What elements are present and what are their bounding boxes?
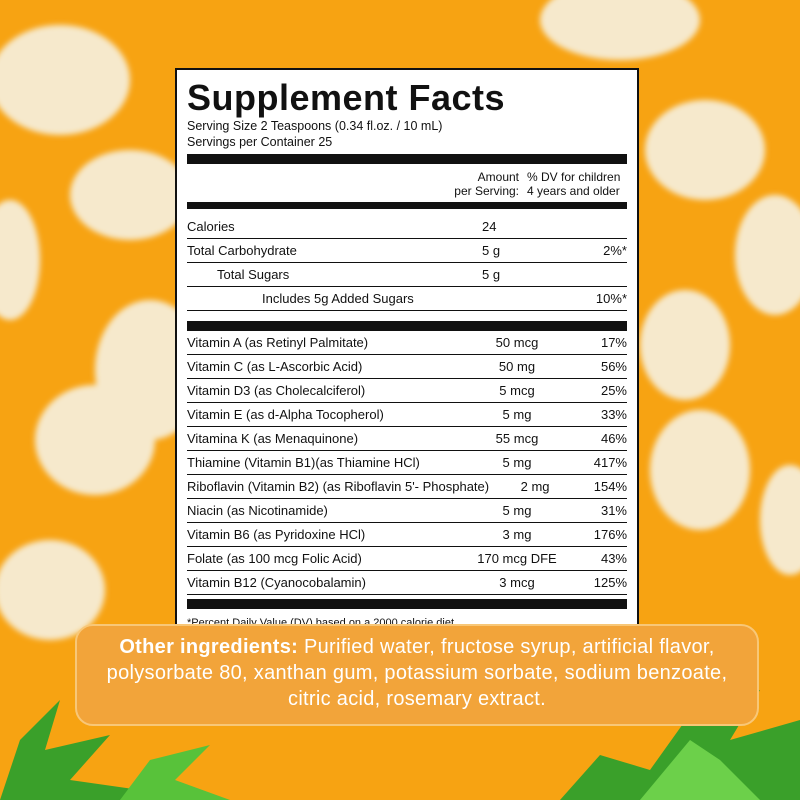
- nutrient-dv: 10%*: [595, 291, 627, 306]
- supplement-facts-panel: Supplement Facts Serving Size 2 Teaspoon…: [175, 68, 639, 629]
- thick-rule: [187, 321, 627, 331]
- nutrient-dv: 125%: [593, 575, 627, 590]
- ingredients-text: Purified water, fructose syrup, artifici…: [106, 636, 728, 710]
- nutrient-row: Niacin (as Nicotinamide) 5 mg 31%: [187, 499, 627, 523]
- nutrient-name: Vitamina K (as Menaquinone): [187, 431, 359, 446]
- nutrient-amount: 24: [482, 219, 497, 234]
- amount-header: Amount per Serving:: [449, 170, 519, 198]
- ingredients-label: Other ingredients:: [119, 636, 299, 658]
- nutrient-name: Thiamine (Vitamin B1)(as Thiamine HCl): [187, 455, 420, 470]
- nutrient-amount: 5 g: [482, 267, 501, 282]
- nutrient-amount: 5 mg: [502, 503, 532, 518]
- nutrient-amount: 50 mcg: [495, 335, 539, 350]
- nutrient-row: Includes 5g Added Sugars 10%*: [187, 287, 627, 311]
- nutrient-amount: 55 mcg: [495, 431, 539, 446]
- nutrient-name: Folate (as 100 mcg Folic Acid): [187, 551, 362, 566]
- nutrient-row: Vitamin B12 (Cyanocobalamin) 3 mcg 125%: [187, 571, 627, 595]
- thick-rule: [187, 599, 627, 609]
- nutrient-row: Total Sugars 5 g: [187, 263, 627, 287]
- nutrient-name: Total Sugars: [217, 267, 290, 282]
- nutrient-name: Riboflavin (Vitamin B2) (as Riboflavin 5…: [187, 479, 490, 494]
- nutrient-name: Vitamin A (as Retinyl Palmitate): [187, 335, 369, 350]
- nutrient-row: Thiamine (Vitamin B1)(as Thiamine HCl) 5 …: [187, 451, 627, 475]
- nutrient-row: Vitamin A (as Retinyl Palmitate) 50 mcg 17…: [187, 331, 627, 355]
- header-line: % DV for children: [527, 170, 621, 184]
- column-header: Amount per Serving: % DV for children 4 …: [187, 164, 627, 202]
- nutrient-amount: 5 mg: [502, 407, 532, 422]
- nutrient-name: Total Carbohydrate: [187, 243, 297, 258]
- nutrient-dv: 417%: [593, 455, 627, 470]
- nutrient-name: Vitamin B6 (as Pyridoxine HCl): [187, 527, 366, 542]
- main-rows: Calories 24 Total Carbohydrate 5 g 2%* Total …: [187, 215, 627, 311]
- header-line: 4 years and older: [527, 184, 620, 198]
- nutrient-dv: 43%: [600, 551, 627, 566]
- nutrient-dv: 56%: [600, 359, 627, 374]
- nutrient-name: Vitamin E (as d-Alpha Tocopherol): [187, 407, 384, 422]
- nutrient-row: Vitamin B6 (as Pyridoxine HCl) 3 mg 176%: [187, 523, 627, 547]
- nutrient-amount: 3 mcg: [499, 575, 535, 590]
- servings: Servings per Container 25: [187, 135, 333, 149]
- nutrient-row: Vitamin D3 (as Cholecalciferol) 5 mcg 25%: [187, 379, 627, 403]
- nutrient-row: Riboflavin (Vitamin B2) (as Riboflavin 5…: [187, 475, 627, 499]
- nutrient-amount: 5 g: [482, 243, 501, 258]
- header-line: per Serving:: [454, 184, 519, 198]
- nutrient-row: Vitamin E (as d-Alpha Tocopherol) 5 mg 33%: [187, 403, 627, 427]
- header-line: Amount: [477, 170, 519, 184]
- serving-size: Serving Size 2 Teaspoons (0.34 fl.oz. / …: [187, 119, 443, 133]
- nutrient-dv: 2%*: [603, 243, 627, 258]
- nutrient-row: Folate (as 100 mcg Folic Acid) 170 mcg DF…: [187, 547, 627, 571]
- nutrient-dv: 31%: [600, 503, 627, 518]
- nutrient-dv: 33%: [600, 407, 627, 422]
- nutrient-amount: 5 mg: [502, 455, 532, 470]
- nutrient-row: Total Carbohydrate 5 g 2%*: [187, 239, 627, 263]
- nutrient-name: Niacin (as Nicotinamide): [187, 503, 328, 518]
- nutrient-dv: 17%: [600, 335, 627, 350]
- panel-title: Supplement Facts: [187, 77, 506, 118]
- nutrient-amount: 5 mcg: [499, 383, 535, 398]
- ingredients-box: Other ingredients: Purified water, fruct…: [75, 624, 759, 726]
- nutrient-amount: 170 mcg DFE: [477, 551, 557, 566]
- vitamin-rows: Vitamin A (as Retinyl Palmitate) 50 mcg 17…: [187, 331, 627, 595]
- nutrient-dv: 154%: [593, 479, 627, 494]
- nutrient-name: Vitamin C (as L-Ascorbic Acid): [187, 359, 363, 374]
- nutrient-dv: 46%: [600, 431, 627, 446]
- nutrient-dv: 25%: [600, 383, 627, 398]
- nutrient-amount: 3 mg: [502, 527, 532, 542]
- nutrient-amount: 50 mg: [498, 359, 536, 374]
- nutrient-row: Calories 24: [187, 215, 627, 239]
- nutrient-name: Vitamin B12 (Cyanocobalamin): [187, 575, 366, 590]
- nutrient-name: Includes 5g Added Sugars: [262, 291, 414, 306]
- thick-rule: [187, 202, 627, 209]
- thick-rule: [187, 154, 627, 164]
- nutrient-name: Calories: [187, 219, 235, 234]
- dv-header: % DV for children 4 years and older: [527, 170, 627, 198]
- nutrient-row: Vitamin C (as L-Ascorbic Acid) 50 mg 56%: [187, 355, 627, 379]
- nutrient-row: Vitamina K (as Menaquinone) 55 mcg 46%: [187, 427, 627, 451]
- nutrient-amount: 2 mg: [520, 479, 550, 494]
- nutrient-dv: 176%: [593, 527, 627, 542]
- nutrient-name: Vitamin D3 (as Cholecalciferol): [187, 383, 366, 398]
